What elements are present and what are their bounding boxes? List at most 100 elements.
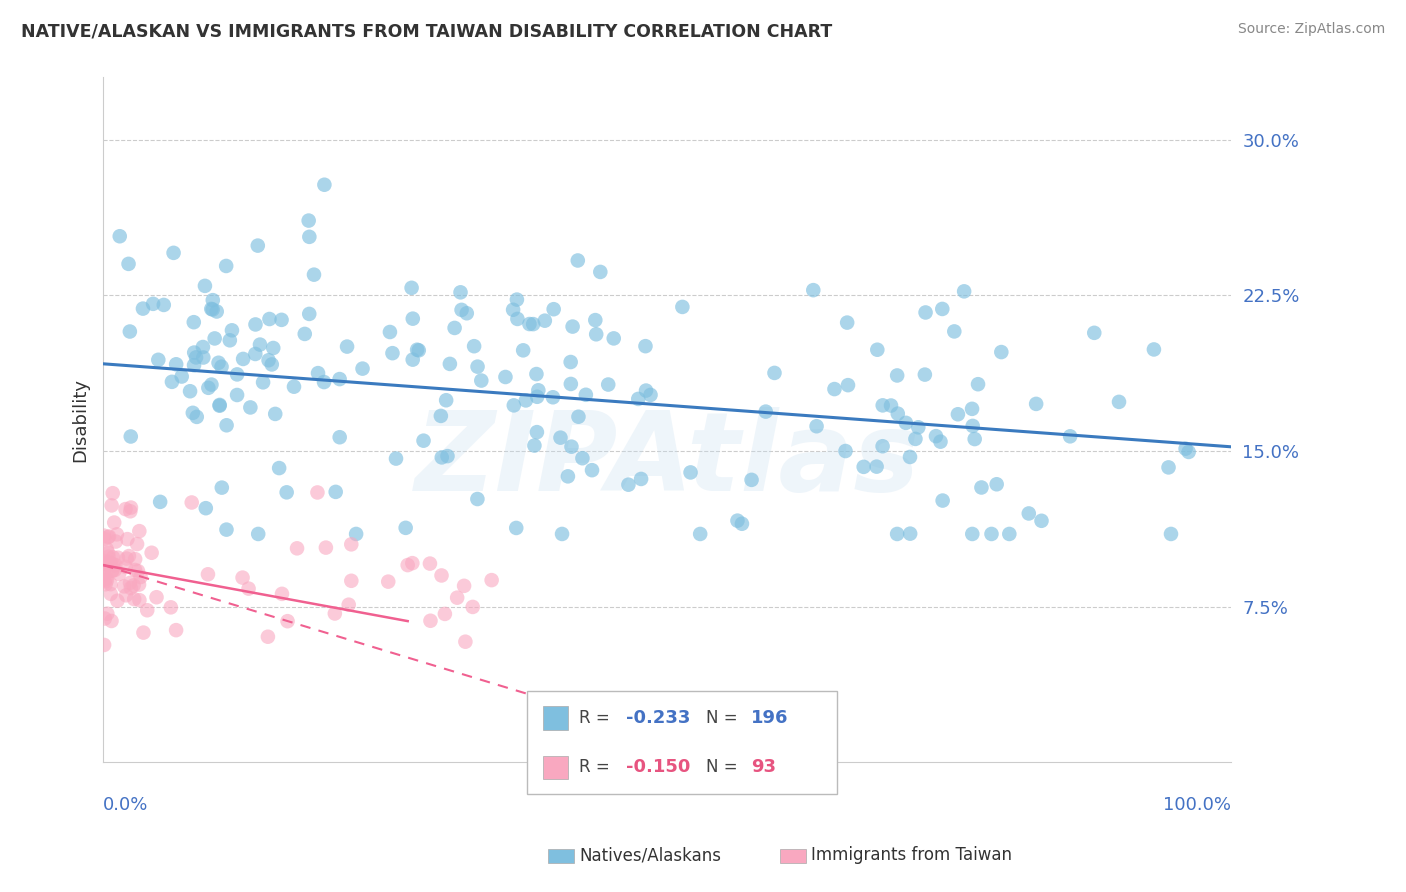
Point [101,486,124,500]
Point [866,343,889,357]
Point [526,390,548,404]
Point [226,388,249,402]
Point [340,574,363,588]
Point [91,556,114,570]
Point [551,527,574,541]
Point [226,368,249,382]
Point [1031,514,1053,528]
Point [246,238,269,252]
Point [120,429,142,443]
Point [329,372,352,386]
Point [179,384,201,399]
Point [408,343,430,358]
Text: 0.0%: 0.0% [103,797,149,814]
Point [470,374,492,388]
Point [755,404,778,418]
Point [502,398,524,412]
Point [886,368,908,383]
Point [200,377,222,392]
Point [96,558,118,572]
Point [526,367,548,381]
Point [453,579,475,593]
Point [91,573,114,587]
Point [450,302,472,317]
Point [191,340,214,354]
Point [105,527,128,541]
Point [315,541,337,555]
Point [211,481,233,495]
Point [93,638,115,652]
Point [208,398,231,412]
Point [93,528,115,542]
Point [94,611,117,625]
Text: Natives/Alaskans: Natives/Alaskans [579,847,721,864]
Point [967,377,990,392]
Point [194,278,217,293]
Point [523,438,546,452]
Text: NATIVE/ALASKAN VS IMMIGRANTS FROM TAIWAN DISABILITY CORRELATION CHART: NATIVE/ALASKAN VS IMMIGRANTS FROM TAIWAN… [21,22,832,40]
Y-axis label: Disability: Disability [72,378,89,462]
Point [201,302,224,317]
Point [211,359,233,374]
Point [252,376,274,390]
Point [103,558,125,572]
Text: N =: N = [706,709,737,727]
Point [527,384,550,398]
Point [446,591,468,605]
Point [97,546,120,560]
Text: 196: 196 [751,709,789,727]
Point [104,558,127,572]
Point [128,524,150,538]
Point [180,495,202,509]
Point [141,546,163,560]
Point [886,527,908,541]
Point [204,331,226,345]
Point [186,409,208,424]
Point [907,420,929,434]
Point [285,541,308,556]
Point [148,352,170,367]
Point [1108,395,1130,409]
Point [96,571,118,585]
Point [561,319,583,334]
Point [931,493,953,508]
Point [603,331,626,345]
Point [93,554,115,568]
Point [502,302,524,317]
Point [541,390,564,404]
Point [396,558,419,573]
Point [401,556,423,570]
Point [129,570,152,584]
Point [283,380,305,394]
Point [269,461,291,475]
Point [183,345,205,359]
Point [960,401,983,416]
Point [298,213,321,227]
Point [298,230,321,244]
Point [336,340,359,354]
Point [100,577,122,591]
Point [93,532,115,546]
Point [467,491,489,506]
Point [872,439,894,453]
Point [201,293,224,307]
Point [142,297,165,311]
Point [215,418,238,433]
Point [325,484,347,499]
Point [494,370,516,384]
Point [461,599,484,614]
Point [125,537,148,551]
Point [640,388,662,402]
Point [1143,343,1166,357]
Point [101,550,124,565]
Point [998,527,1021,541]
Point [962,527,984,541]
Point [323,607,346,621]
Point [585,327,607,342]
Point [430,450,453,465]
Point [1174,442,1197,456]
Point [183,358,205,372]
Point [112,579,135,593]
Point [114,502,136,516]
Point [104,534,127,549]
